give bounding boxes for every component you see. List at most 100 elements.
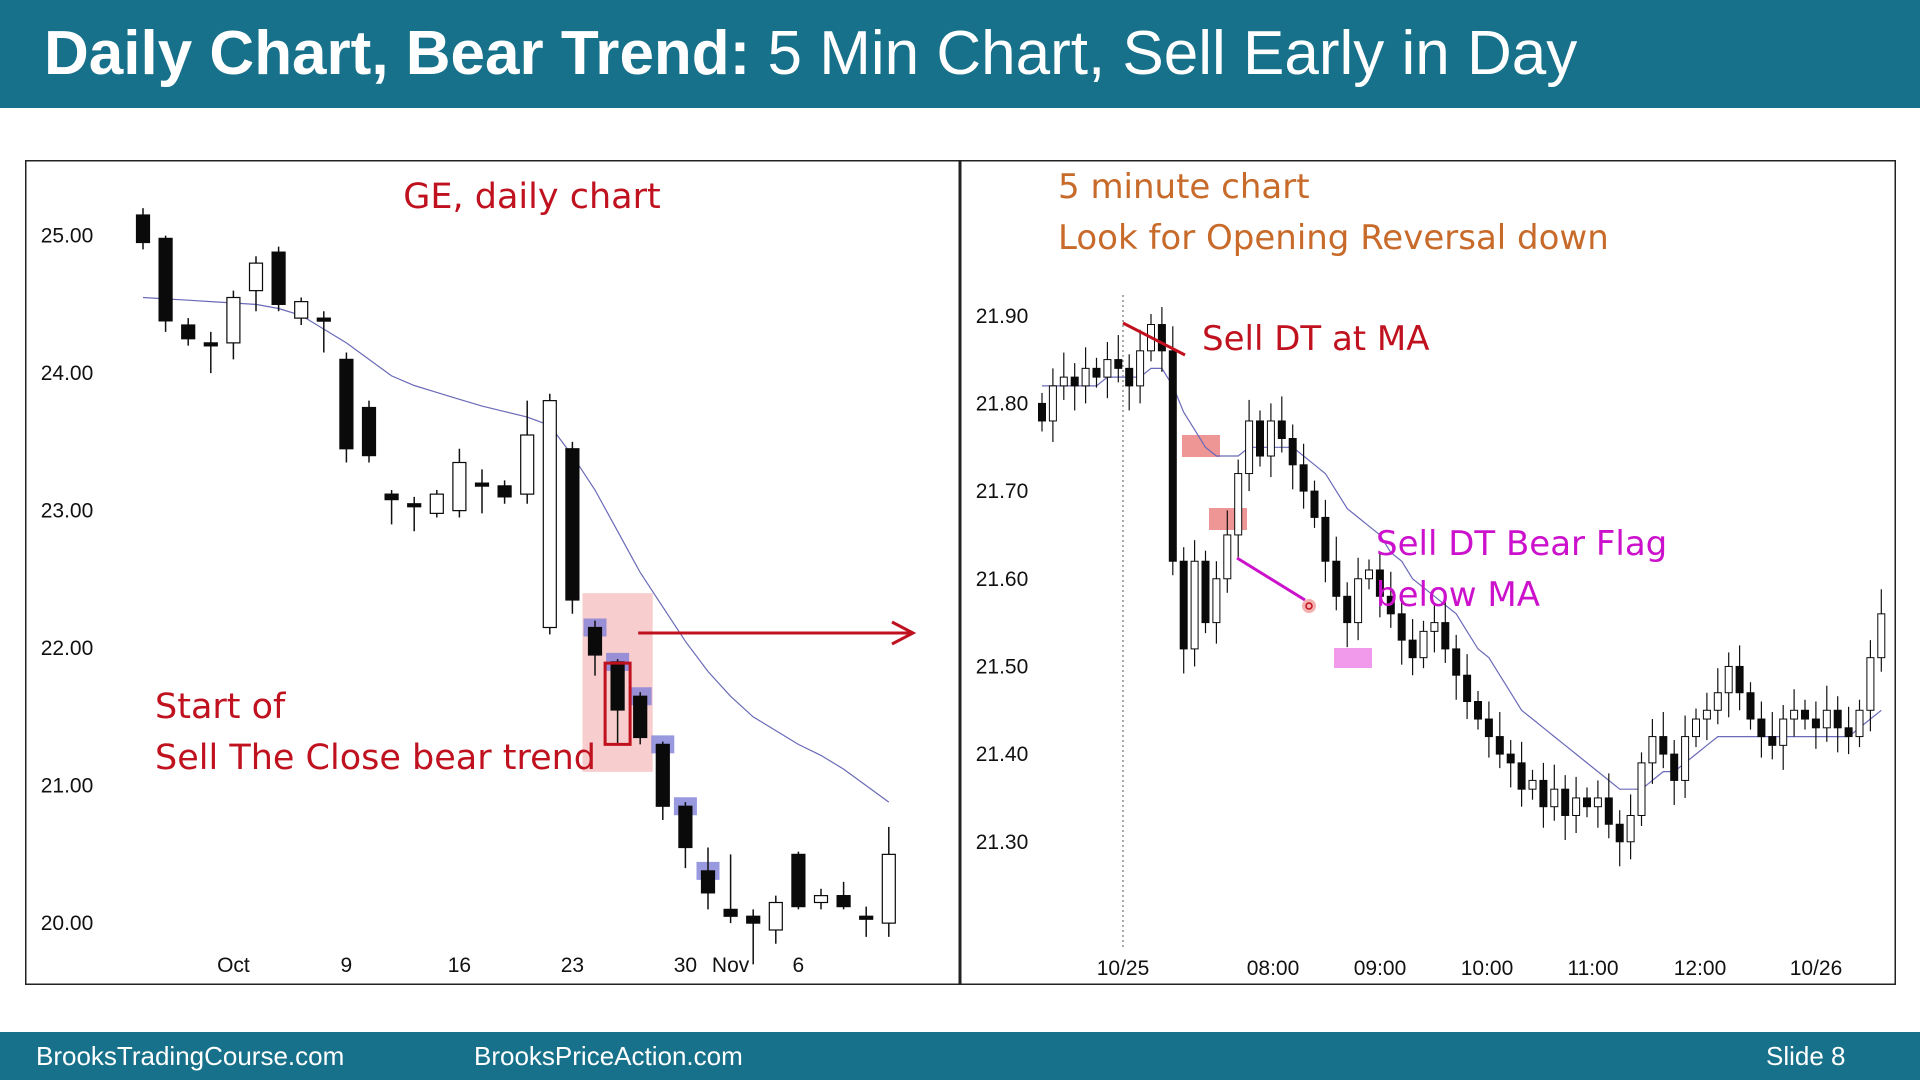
chart-frame (960, 160, 1896, 985)
candle-body (1212, 578, 1221, 624)
candle (1212, 561, 1221, 644)
candle-body (1125, 367, 1134, 387)
candle (1419, 620, 1428, 669)
candle-body (1637, 762, 1646, 816)
chart-subtitle: Look for Opening Reversal down (1058, 218, 1609, 258)
candle-body (294, 301, 309, 319)
y-tick-label: 21.90 (976, 305, 1029, 328)
bear-flag-line (1236, 556, 1306, 602)
daily-chart: 25.00 24.00 23.00 22.00 21.00 20.00 Oct 9 16 23 30… (25, 160, 960, 985)
y-tick-label: 24.00 (41, 362, 94, 385)
candle-body (429, 493, 444, 514)
candle-body (474, 482, 490, 487)
y-tick-label: 21.50 (976, 655, 1029, 678)
candle (1615, 810, 1624, 867)
candle-body (813, 895, 829, 904)
x-tick-label: 10:00 (1461, 957, 1514, 980)
slide-title: Daily Chart, Bear Trend: 5 Min Chart, Se… (44, 14, 1577, 94)
candle-body (1157, 324, 1166, 352)
candle-body (1615, 823, 1624, 843)
candle-body (678, 805, 693, 849)
candle (1157, 306, 1166, 372)
candle-body (1572, 797, 1581, 816)
candle-body (339, 358, 354, 450)
candle (226, 290, 241, 360)
candle-body (1724, 665, 1733, 694)
candle (1397, 599, 1406, 665)
candle-body (158, 237, 173, 322)
x-tick-label: 23 (561, 954, 584, 977)
candle (1474, 690, 1482, 730)
candle (836, 881, 851, 910)
candle-body (859, 915, 874, 920)
candle (1168, 326, 1177, 576)
slide-number: Slide 8 (1766, 1041, 1846, 1071)
candle (1190, 540, 1199, 667)
x-tick-label: 6 (793, 954, 805, 977)
candle-body (1452, 648, 1461, 676)
moving-average-line (142, 296, 890, 803)
candle-body (497, 485, 512, 498)
candle-body (1310, 490, 1319, 518)
candle (1081, 347, 1090, 404)
candle (1702, 692, 1711, 741)
candle-body (1288, 437, 1297, 466)
candle-body (1256, 420, 1264, 457)
candle (1201, 550, 1210, 634)
candle (1310, 480, 1319, 528)
candle-body (1070, 376, 1079, 387)
candle (1539, 762, 1548, 828)
candle-body (520, 434, 535, 495)
five-minute-chart: 21.90 21.80 21.70 21.60 21.50 21.40 21.30 10/25… (960, 160, 1896, 985)
candle (1692, 708, 1700, 748)
candle-body (1332, 560, 1341, 597)
candle-body (384, 493, 399, 501)
annotation-sell-dt-bear-flag: Sell DT Bear Flag (1376, 524, 1667, 564)
candle (1223, 510, 1232, 593)
candle (135, 208, 151, 250)
candle (1179, 547, 1188, 674)
candle-body (542, 400, 557, 629)
x-tick-label: 11:00 (1568, 957, 1619, 980)
y-tick-label: 21.40 (976, 743, 1029, 766)
chart-title: GE, daily chart (403, 177, 660, 217)
annotation-sell-the-close: Sell The Close bear trend (155, 738, 596, 778)
candle-body (203, 342, 218, 347)
candle (723, 854, 738, 924)
candle (181, 318, 196, 346)
candle (1266, 403, 1275, 478)
candle-body (361, 406, 377, 457)
candle-body (1561, 788, 1570, 816)
candle (1593, 780, 1602, 828)
candle (429, 490, 444, 518)
candle-body (1506, 753, 1515, 764)
candle (1048, 368, 1057, 442)
candle (1070, 363, 1079, 411)
candle (859, 906, 874, 937)
candle-body (1484, 718, 1493, 738)
entry-dot (1305, 602, 1313, 610)
candle (1506, 740, 1515, 788)
header-bar: Daily Chart, Bear Trend: 5 Min Chart, Se… (0, 0, 1920, 108)
candle (1125, 354, 1134, 411)
candle (1844, 706, 1853, 755)
candle (407, 496, 422, 532)
candle (1604, 773, 1613, 839)
candle-body (1136, 350, 1145, 387)
candle (791, 851, 806, 910)
footer-left-site: BrooksTradingCourse.com (36, 1041, 345, 1071)
candle (1670, 740, 1679, 805)
candle-body (1833, 709, 1842, 729)
candle-body (452, 461, 467, 512)
slide-title-bold: Daily Chart, Bear Trend: (44, 19, 751, 88)
candle (1822, 685, 1831, 742)
candle (1681, 715, 1690, 798)
candle (339, 352, 354, 463)
highlighted-bar-box (603, 661, 632, 746)
candle-body (633, 695, 648, 739)
candle-body (1811, 718, 1820, 729)
candle (1332, 536, 1341, 611)
candle (1103, 342, 1112, 399)
candle (1452, 634, 1461, 700)
candle (1299, 443, 1308, 509)
